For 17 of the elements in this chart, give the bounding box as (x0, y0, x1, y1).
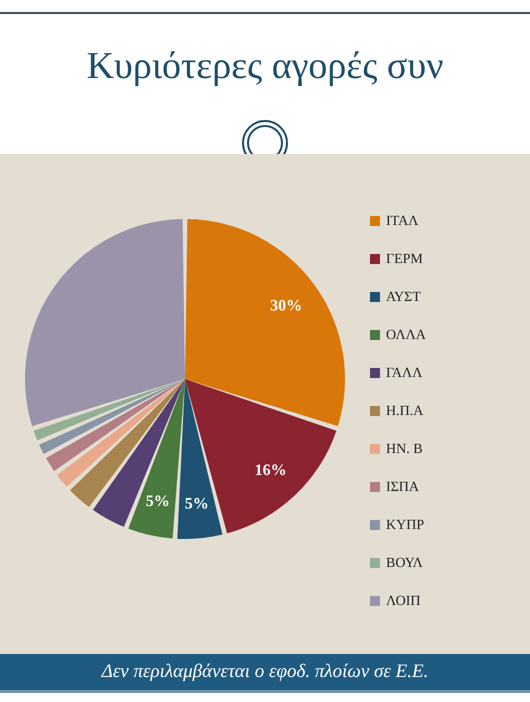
legend-label: ΒΟΥΛ (386, 556, 424, 571)
data-label: 5% (146, 492, 170, 510)
legend-label: Η.Π.Α (386, 404, 424, 419)
legend-label: ΙΤΑΛ (386, 214, 420, 229)
legend-label: ΗΝ. Β (386, 442, 423, 457)
legend-label: ΓΑΛΛ (386, 366, 424, 381)
legend-label: ΛΟΙΠ (386, 594, 420, 609)
legend-label: ΟΛΛΑ (386, 328, 427, 343)
text: Δεν περιλαμβάνεται ο εφοδ. πλοίων σε Ε.Ε. (0, 654, 530, 693)
data-label: 16% (254, 462, 287, 480)
data-label: 5% (184, 495, 209, 512)
legend-label: ΙΣΠΑ (386, 480, 420, 495)
legend-label: ΓΕΡΜ (386, 252, 424, 267)
chart-title: Κυριότερες αγορές συν (86, 44, 444, 88)
data-label: 30% (270, 298, 302, 315)
legend-label: ΑΥΣΤ (386, 290, 422, 305)
legend-label: ΚΥΠΡ (386, 518, 424, 533)
